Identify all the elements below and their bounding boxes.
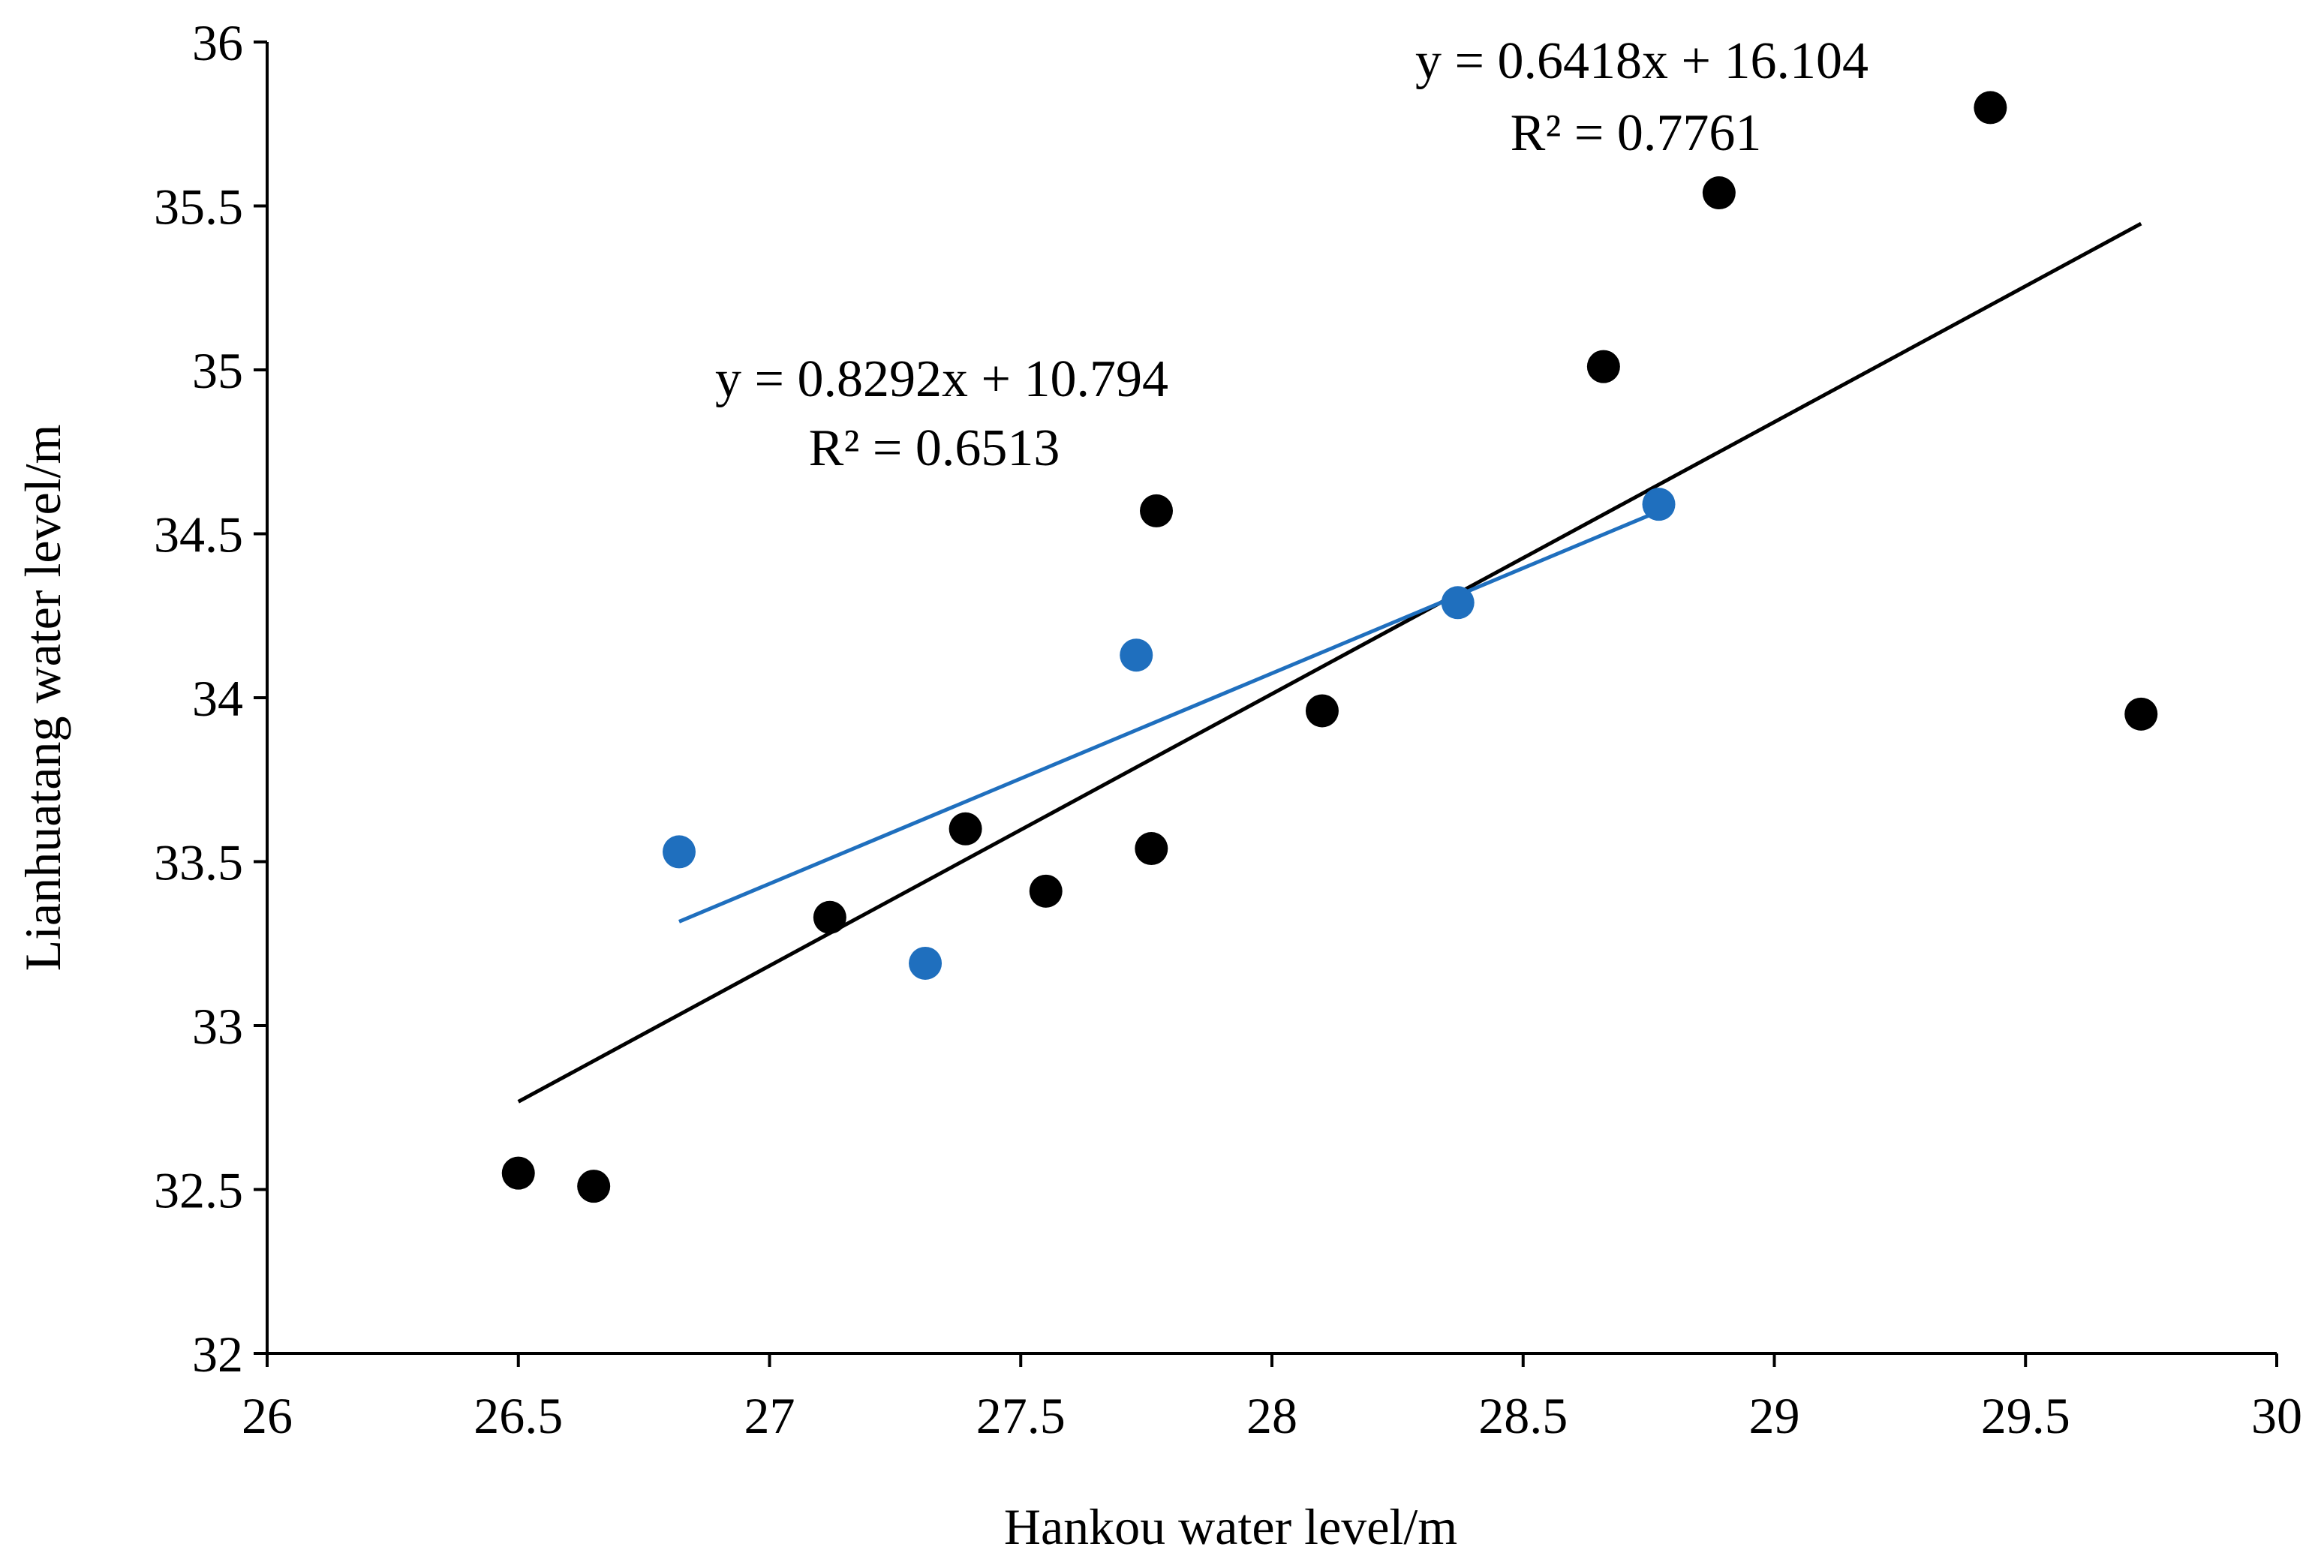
y-tick-label: 32.5 — [154, 1162, 243, 1219]
y-axis-ticks: 32 32.5 33 33.5 34 34.5 35 35.5 36 — [154, 14, 267, 1383]
black-data-point — [577, 1170, 611, 1203]
trendlines — [517, 221, 2142, 1104]
black-data-point — [1974, 91, 2007, 125]
y-axis-label: Lianhuatang water level/m — [14, 425, 71, 972]
x-tick-label: 29 — [1749, 1387, 1800, 1444]
y-tick-label: 33.5 — [154, 834, 243, 891]
black-data-point — [1135, 832, 1168, 866]
black-data-point — [501, 1156, 535, 1190]
y-tick-label: 35.5 — [154, 179, 243, 236]
blue-data-point — [1120, 638, 1153, 672]
y-tick-label: 36 — [192, 14, 243, 71]
black-data-point — [1305, 694, 1339, 728]
black-data-point — [1702, 176, 1736, 210]
x-tick-label: 27 — [744, 1387, 795, 1444]
black-trend-r2: R² = 0.6513 — [809, 419, 1060, 477]
y-tick-label: 34 — [192, 670, 243, 727]
blue-data-point — [909, 946, 943, 980]
x-tick-label: 26 — [242, 1387, 293, 1444]
x-tick-label: 28.5 — [1478, 1387, 1568, 1444]
x-tick-label: 30 — [2251, 1387, 2302, 1444]
x-tick-label: 28 — [1246, 1387, 1297, 1444]
x-tick-label: 26.5 — [474, 1387, 563, 1444]
blue-trendline — [678, 509, 1660, 924]
y-tick-label: 34.5 — [154, 506, 243, 563]
blue-data-point — [662, 835, 696, 869]
black-trend-equation: y = 0.8292x + 10.794 — [715, 350, 1168, 408]
x-tick-label: 27.5 — [976, 1387, 1066, 1444]
blue-data-point — [1441, 586, 1475, 620]
data-points — [501, 91, 2158, 1203]
y-tick-label: 33 — [192, 998, 243, 1055]
black-data-point — [813, 900, 846, 934]
y-tick-label: 32 — [192, 1326, 243, 1383]
blue-data-point — [1642, 488, 1676, 521]
black-data-point — [1586, 350, 1620, 383]
black-data-point — [2124, 697, 2158, 731]
black-data-point — [1140, 494, 1174, 527]
x-axis-ticks: 26 26.5 27 27.5 28 28.5 29 29.5 30 — [242, 1353, 2302, 1444]
y-tick-label: 35 — [192, 342, 243, 399]
black-trendline — [517, 221, 2142, 1104]
x-axis-label: Hankou water level/m — [1004, 1498, 1457, 1555]
blue-trend-equation: y = 0.6418x + 16.104 — [1415, 32, 1869, 90]
blue-trend-r2: R² = 0.7761 — [1511, 104, 1762, 162]
black-data-point — [1029, 874, 1063, 908]
black-data-point — [949, 812, 982, 846]
x-tick-label: 29.5 — [1981, 1387, 2070, 1444]
